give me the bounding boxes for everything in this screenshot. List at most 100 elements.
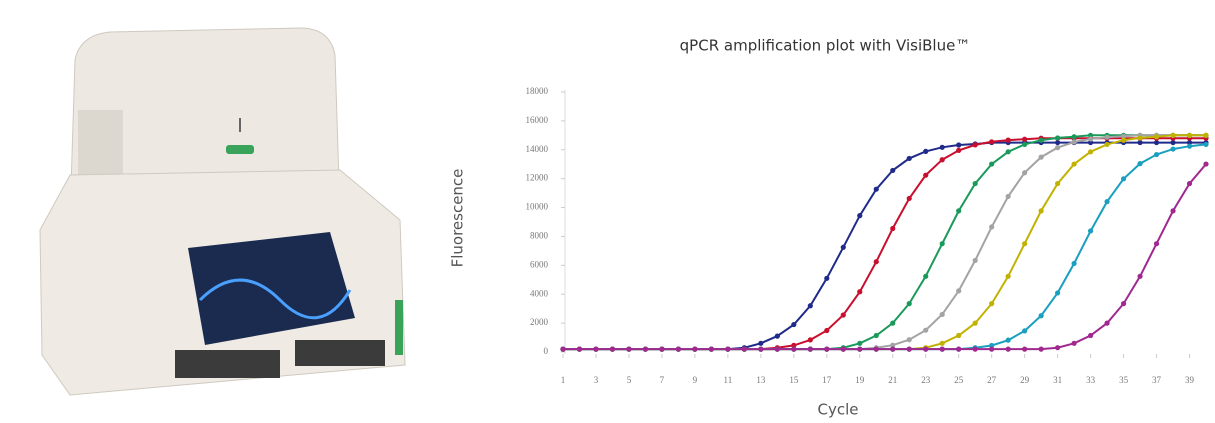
data-point [989,301,995,307]
data-point [1055,180,1061,187]
chart-title: qPCR amplification plot with VisiBlue™ [680,37,971,55]
data-point [1022,141,1028,148]
data-point [1005,137,1011,143]
data-point [1137,161,1143,167]
data-point [1120,137,1127,143]
data-point [906,301,912,307]
vent-left [175,350,280,378]
data-point [708,346,714,352]
data-point [1071,260,1077,267]
data-point [824,327,830,334]
y-tick-label: 2000 [530,317,549,327]
x-tick-label: 39 [1185,375,1195,385]
data-point [593,346,599,352]
stripe [395,300,403,355]
data-point [609,346,616,352]
data-point [906,195,912,202]
data-point [1071,139,1077,145]
data-point [1087,136,1094,142]
data-point [1005,273,1011,279]
data-point [890,342,896,348]
data-point [1055,135,1061,141]
x-tick-label: 37 [1152,375,1162,385]
data-point [1186,132,1193,138]
y-tick-label: 16000 [526,115,549,125]
x-tick-label: 31 [1053,375,1062,385]
data-point [972,257,978,264]
data-point [939,144,945,150]
data-point [1071,340,1077,346]
data-point [906,337,912,343]
data-point [923,327,929,333]
data-point [1055,145,1061,151]
data-point [939,340,945,346]
data-point [1153,134,1160,140]
data-point [1186,143,1193,149]
data-point [1087,228,1094,234]
data-point [1203,141,1209,148]
data-point [1120,176,1127,182]
y-tick-label: 4000 [530,288,549,298]
data-point [972,320,978,326]
data-point [923,346,929,352]
data-point [857,346,863,352]
vent-right [295,340,385,366]
data-point [758,346,764,352]
data-point [989,342,995,349]
data-point [1022,241,1028,247]
series-line [563,134,1206,351]
data-point [873,346,879,352]
data-point [791,346,797,352]
data-point [1186,180,1193,187]
data-point [807,346,813,352]
data-point [1104,134,1110,140]
data-point [725,346,731,352]
x-tick-label: 1 [561,375,566,385]
data-point [1038,154,1044,160]
x-tick-label: 29 [1020,375,1030,385]
data-point [840,346,846,352]
data-point [1104,141,1110,148]
y-tick-label: 0 [544,346,549,356]
data-point [939,311,945,318]
x-tick-label: 17 [822,375,832,385]
data-point [1071,134,1077,140]
data-point [1005,193,1011,200]
data-point [692,346,698,352]
y-tick-label: 14000 [526,144,549,154]
data-point [1087,149,1094,155]
y-axis-label: Fluorescence [449,169,467,268]
data-point [1087,139,1094,146]
data-point [626,346,632,352]
data-point [873,186,879,192]
y-tick-label: 8000 [530,231,549,241]
data-point [1170,132,1176,138]
x-tick-label: 3 [594,375,599,385]
data-point [824,275,830,281]
data-point [1120,301,1127,307]
x-tick-label: 13 [756,375,766,385]
x-tick-label: 15 [789,375,799,385]
series-line [563,163,1207,351]
data-point [873,259,879,265]
data-point [857,340,863,346]
data-point [956,142,962,148]
data-point [857,213,863,219]
data-point [972,180,978,187]
x-tick-label: 5 [627,375,632,385]
data-point [873,332,879,339]
data-point [1170,146,1176,152]
data-point [1087,332,1094,339]
data-point [956,147,962,153]
x-axis-label: Cycle [818,401,859,419]
data-point [560,346,566,352]
data-point [1038,313,1044,319]
data-point [1038,208,1044,214]
data-point [1022,346,1028,352]
x-tick-label: 23 [921,375,931,385]
data-point [791,342,797,348]
data-point [741,346,747,352]
x-tick-label: 19 [855,375,865,385]
data-point [1137,273,1143,279]
data-point [939,157,945,163]
